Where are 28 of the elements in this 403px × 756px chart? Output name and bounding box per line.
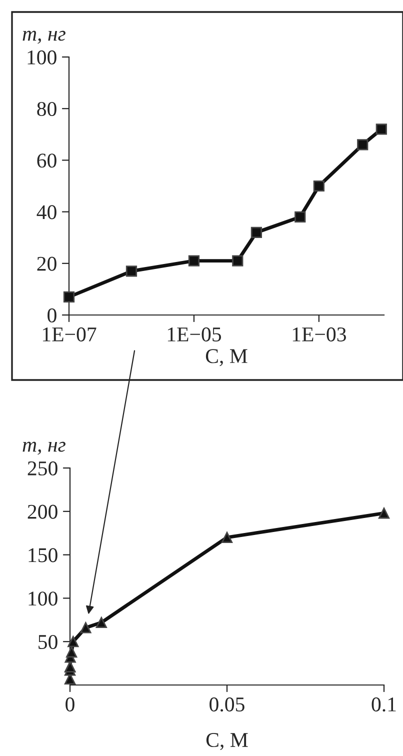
y-tick-label: 150 [28, 548, 58, 562]
point [66, 646, 78, 658]
point [378, 508, 390, 519]
x-axis-title: C, M [206, 349, 248, 366]
y-tick-label: 40 [36, 205, 56, 220]
y-tick-label: 60 [37, 154, 56, 168]
point [221, 532, 233, 543]
y-axis-title: m, нг [22, 442, 66, 455]
y-tick-label: 0 [48, 308, 56, 322]
x-axis-title: C, M [206, 733, 248, 750]
x-tick-label: 1E−07 [42, 327, 96, 342]
y-tick-label: 50 [38, 634, 58, 650]
y-tick-label: 200 [28, 504, 58, 519]
x-tick-label: 0.1 [372, 697, 396, 712]
y-tick-label: 250 [28, 461, 58, 476]
x-tick-label: 1E−03 [292, 327, 346, 342]
x-tick-label: 0.05 [210, 697, 244, 712]
y-tick-label: 80 [37, 102, 56, 116]
point [64, 661, 76, 672]
y-tick-label: 100 [28, 50, 56, 64]
point [80, 622, 92, 634]
point [68, 636, 79, 648]
y-tick-label: 20 [37, 256, 56, 271]
x-tick-label: 0 [66, 697, 74, 712]
y-tick-label: 100 [28, 592, 58, 606]
y-axis-title: m, нг [22, 30, 66, 44]
x-tick-label: 1E−05 [168, 327, 222, 342]
point [96, 616, 107, 628]
